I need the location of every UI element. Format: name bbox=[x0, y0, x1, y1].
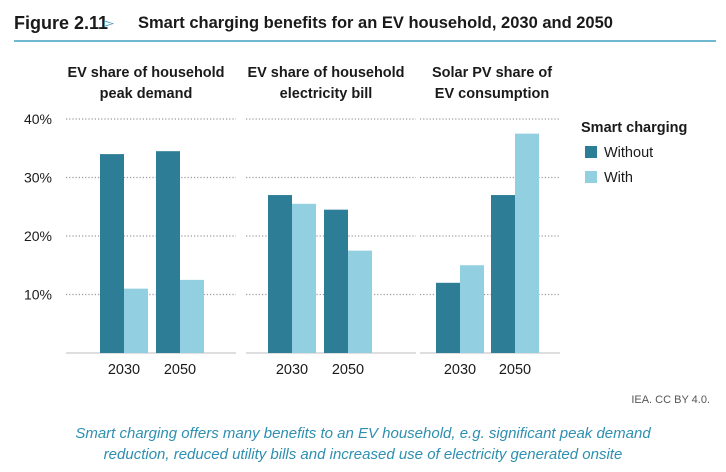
panel-title: EV share of household bbox=[247, 65, 404, 81]
x-tick-label: 2050 bbox=[332, 362, 364, 378]
panel-title: electricity bill bbox=[280, 86, 373, 102]
bar-with-2030 bbox=[460, 265, 484, 353]
legend-label-with: With bbox=[604, 170, 633, 186]
panel-title: peak demand bbox=[100, 86, 193, 102]
bar-without-2030 bbox=[268, 195, 292, 353]
x-tick-label: 2030 bbox=[444, 362, 476, 378]
legend-swatch-without bbox=[585, 146, 597, 158]
x-tick-label: 2050 bbox=[164, 362, 196, 378]
panel-title: EV consumption bbox=[435, 86, 549, 102]
figure-caption: Smart charging offers many benefits to a… bbox=[0, 423, 726, 465]
header-divider bbox=[14, 40, 716, 42]
figure-title: Smart charging benefits for an EV househ… bbox=[138, 14, 613, 32]
caption-line-2: reduction, reduced utility bills and inc… bbox=[103, 446, 623, 463]
bar-without-2050 bbox=[491, 195, 515, 353]
bar-without-2050 bbox=[324, 209, 348, 353]
figure-header: Figure 2.11 ▻ Smart charging benefits fo… bbox=[14, 10, 716, 40]
bar-with-2030 bbox=[292, 203, 316, 353]
bar-without-2030 bbox=[436, 282, 460, 353]
legend-title: Smart charging bbox=[581, 120, 687, 136]
y-tick-label: 30% bbox=[24, 170, 52, 186]
legend-label-without: Without bbox=[604, 145, 653, 161]
bar-without-2050 bbox=[156, 151, 180, 353]
panel-title: Solar PV share of bbox=[432, 65, 552, 81]
y-tick-label: 20% bbox=[24, 228, 52, 244]
x-tick-label: 2050 bbox=[499, 362, 531, 378]
bar-with-2030 bbox=[124, 288, 148, 353]
y-tick-label: 40% bbox=[24, 111, 52, 127]
x-tick-label: 2030 bbox=[276, 362, 308, 378]
bar-with-2050 bbox=[515, 133, 539, 353]
panel-title: EV share of household bbox=[67, 65, 224, 81]
x-tick-label: 2030 bbox=[108, 362, 140, 378]
bar-without-2030 bbox=[100, 154, 124, 353]
source-credit: IEA. CC BY 4.0. bbox=[631, 394, 710, 406]
y-tick-label: 10% bbox=[24, 287, 52, 303]
bar-with-2050 bbox=[180, 279, 204, 353]
caption-line-1: Smart charging offers many benefits to a… bbox=[75, 425, 651, 442]
bar-with-2050 bbox=[348, 250, 372, 353]
chart: 10% 20% 30% 40% EV share of household peak de… bbox=[24, 65, 687, 378]
figure-number: Figure 2.11 bbox=[14, 13, 109, 33]
figure-arrow-icon: ▻ bbox=[104, 15, 114, 30]
legend-swatch-with bbox=[585, 171, 597, 183]
